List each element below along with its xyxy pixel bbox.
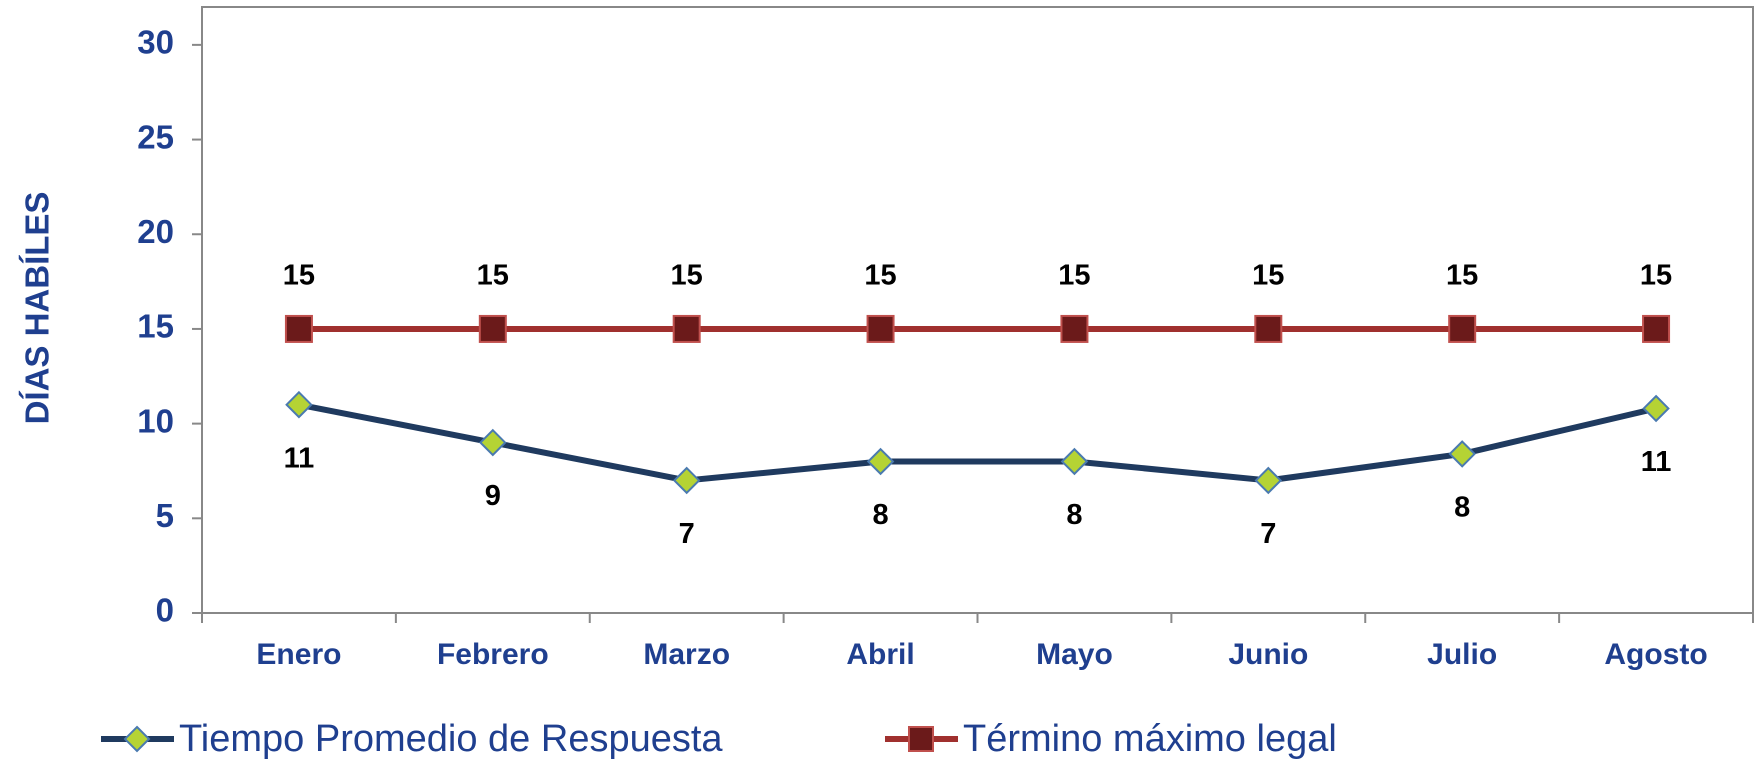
- x-tick-label: Enero: [256, 638, 341, 671]
- data-label: 8: [1454, 492, 1470, 524]
- marker: [866, 447, 895, 476]
- y-tick-label: 5: [156, 497, 174, 534]
- plot-frame: [201, 6, 1754, 614]
- data-label: 15: [1446, 260, 1478, 292]
- marker: [479, 428, 507, 457]
- x-tick-label: Febrero: [437, 638, 549, 671]
- data-label: 15: [1252, 260, 1284, 292]
- marker: [1254, 466, 1283, 495]
- legend-label: Término máximo legal: [963, 718, 1337, 760]
- x-tick-label: Julio: [1427, 638, 1497, 671]
- y-tick-label: 30: [137, 24, 174, 61]
- x-tick-label: Junio: [1228, 638, 1308, 671]
- legend-marker: [908, 726, 934, 752]
- y-tick-label: 25: [137, 118, 174, 155]
- data-label: 15: [671, 260, 703, 292]
- y-axis-title: DÍAS HABÍLES: [19, 192, 56, 425]
- x-tick-label: Abril: [846, 638, 914, 671]
- x-tick-label: Marzo: [643, 638, 730, 671]
- marker: [672, 466, 701, 495]
- data-label: 9: [485, 480, 501, 512]
- data-label: 15: [477, 260, 509, 292]
- marker: [866, 314, 895, 343]
- series-line: [298, 401, 1657, 484]
- marker: [478, 314, 507, 343]
- marker: [1254, 314, 1283, 343]
- marker: [672, 314, 701, 343]
- marker: [1448, 314, 1477, 343]
- data-label: 11: [284, 442, 315, 474]
- marker: [1060, 447, 1089, 476]
- x-tick-label: Mayo: [1036, 638, 1113, 671]
- legend-marker: [123, 725, 151, 753]
- y-tick-label: 20: [137, 213, 174, 250]
- y-tick-label: 15: [137, 308, 174, 345]
- data-label: 15: [864, 260, 896, 292]
- data-label: 7: [679, 518, 695, 550]
- marker: [1642, 314, 1671, 343]
- marker: [284, 314, 313, 343]
- data-label: 15: [1640, 260, 1672, 292]
- marker: [1448, 440, 1476, 468]
- x-tick-label: Agosto: [1604, 638, 1707, 671]
- data-label: 15: [283, 260, 315, 292]
- data-label: 8: [872, 499, 888, 531]
- data-label: 8: [1066, 499, 1082, 531]
- marker: [1642, 394, 1670, 423]
- legend-label: Tiempo Promedio de Respuesta: [179, 718, 723, 760]
- data-label: 7: [1260, 518, 1276, 550]
- marker: [1060, 314, 1089, 343]
- marker: [285, 390, 313, 419]
- y-tick-label: 0: [156, 592, 174, 629]
- data-label: 11: [1641, 446, 1672, 478]
- y-tick-label: 10: [137, 402, 174, 439]
- data-label: 15: [1058, 260, 1090, 292]
